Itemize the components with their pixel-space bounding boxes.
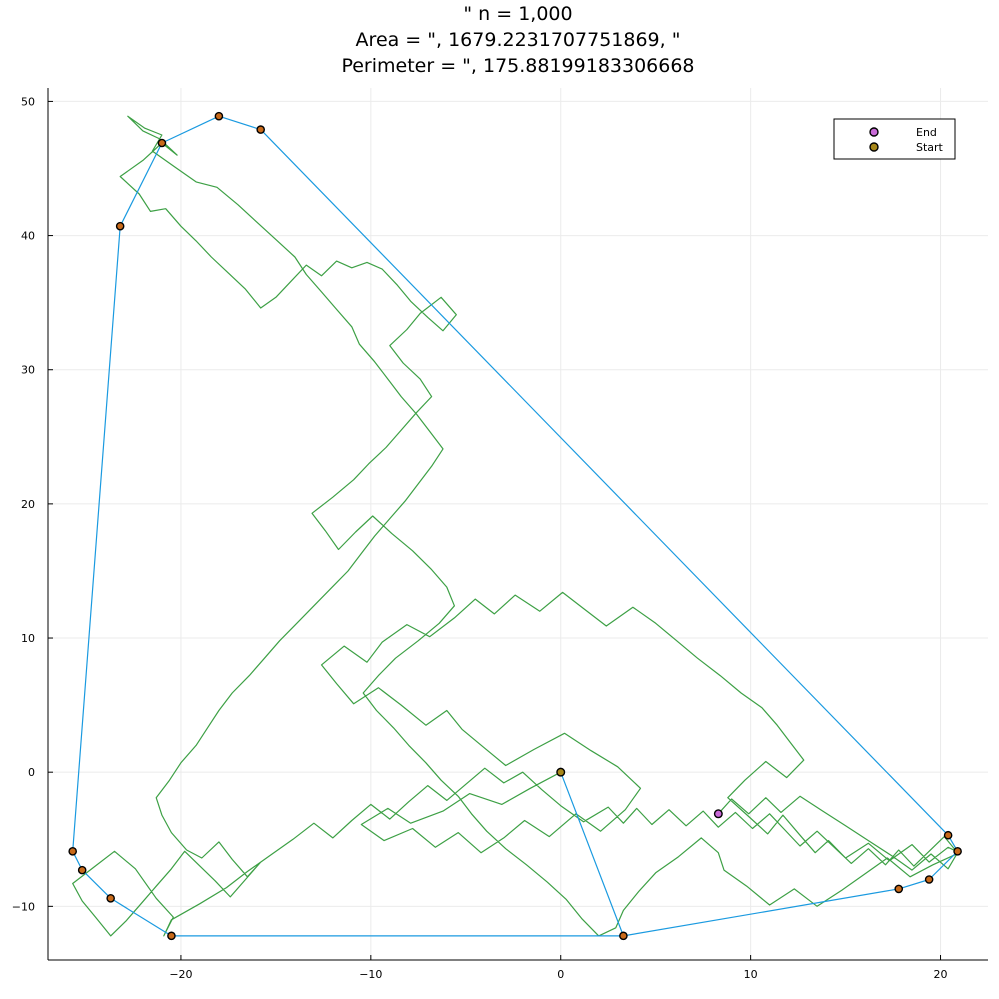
y-tick-label-3: 20	[21, 498, 35, 511]
x-tick-label-1: −10	[359, 968, 382, 981]
y-tick-label-6: 50	[21, 95, 35, 108]
hull-vertex-marker-1	[894, 884, 904, 894]
x-tick-label-2: 0	[557, 968, 564, 981]
title-line-3: Perimeter = ", 175.88199183306668	[341, 55, 694, 77]
legend-marker-end	[869, 127, 879, 137]
x-tick-label-0: −20	[169, 968, 192, 981]
legend-marker-start	[869, 142, 879, 152]
hull-vertex-marker-12	[167, 931, 176, 941]
title-line-2: Area = ", 1679.2231707751869, "	[356, 29, 681, 51]
y-tick-label-2: 10	[21, 632, 35, 645]
hull-vertex-marker-11	[106, 893, 115, 903]
hull-vertex-marker-8	[115, 221, 125, 231]
y-tick-label-5: 40	[21, 230, 35, 243]
walk-line	[72, 115, 961, 937]
x-tick-label-4: 20	[934, 968, 948, 981]
legend-label-end: End	[916, 126, 937, 139]
legend: End Start	[833, 118, 956, 160]
hull-vertex-marker-7	[157, 138, 167, 148]
chart-title: " n = 1,000 Area = ", 1679.2231707751869…	[341, 3, 694, 77]
hull-vertex-marker-9	[68, 847, 77, 856]
y-tick-label-0: −10	[12, 900, 35, 913]
tick-labels: −20 −10 0 10 20 −10 0 10 20 30 40 50	[12, 95, 948, 981]
hull-vertex-marker-4	[943, 830, 953, 840]
y-tick-label-1: 0	[28, 766, 35, 779]
hull-vertex-marker-0	[619, 931, 628, 941]
legend-label-start: Start	[916, 141, 944, 154]
start-marker	[556, 767, 566, 777]
axes	[47, 88, 988, 961]
legend-box	[833, 118, 956, 160]
y-tick-label-4: 30	[21, 364, 35, 377]
x-tick-label-3: 10	[744, 968, 758, 981]
title-line-1: " n = 1,000	[463, 3, 572, 25]
hull-vertex-marker-3	[953, 847, 962, 856]
hull-vertex-marker-5	[256, 125, 265, 134]
hull-vertex-marker-2	[924, 875, 934, 884]
hull-vertex-marker-10	[77, 865, 87, 875]
end-marker	[713, 809, 723, 819]
plot-area	[68, 111, 962, 941]
grid	[48, 88, 988, 960]
hull-vertex-marker-6	[214, 111, 224, 121]
